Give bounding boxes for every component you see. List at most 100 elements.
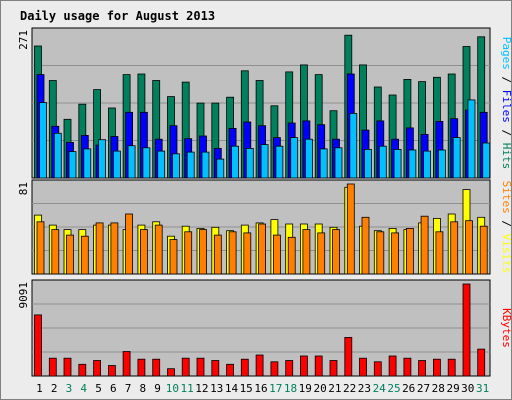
x-day-label: 29: [446, 382, 459, 395]
visits-bar-sites-day-28: [435, 231, 444, 275]
kbytes-bar-kbytes-day-1: [34, 314, 42, 377]
visits-bar-sites-day-7: [125, 213, 133, 275]
hits-bar-pages-day-26: [408, 149, 417, 179]
hits-bar-pages-day-18: [290, 137, 299, 179]
x-day-label: 5: [95, 382, 102, 395]
hits-bar-pages-day-21: [334, 147, 343, 179]
visits-bar-sites-day-18: [287, 236, 296, 275]
visits-bar-sites-day-23: [361, 216, 370, 275]
visits-bar-sites-day-27: [420, 215, 429, 275]
x-day-label: 21: [328, 382, 341, 395]
visits-bar-sites-day-20: [317, 232, 326, 275]
hits-bar-pages-day-19: [304, 138, 313, 179]
kbytes-bar-kbytes-day-28: [432, 358, 441, 377]
kbytes-bar-kbytes-day-17: [270, 361, 279, 377]
hits-bar-pages-day-31: [482, 142, 491, 179]
x-day-label: 7: [125, 382, 132, 395]
kbytes-bar-kbytes-day-27: [418, 360, 427, 377]
kbytes-bar-kbytes-day-6: [108, 365, 116, 377]
visits-bar-sites-day-11: [184, 231, 193, 275]
hits-bar-pages-day-28: [437, 149, 446, 179]
x-day-label: 12: [195, 382, 208, 395]
kbytes-bar-kbytes-day-13: [211, 360, 220, 377]
hits-bar-pages-day-27: [423, 150, 432, 179]
hits-bar-pages-day-6: [113, 150, 121, 179]
visits-legend-item: Sites: [500, 181, 512, 214]
visits-bar-sites-day-16: [258, 223, 267, 275]
x-day-label: 16: [254, 382, 267, 395]
x-day-label: 11: [180, 382, 193, 395]
visits-legend-item: /: [500, 214, 512, 227]
hits-bar-pages-day-29: [452, 137, 461, 179]
kbytes-bar-kbytes-day-12: [196, 357, 205, 377]
visits-bar-sites-day-5: [95, 222, 104, 275]
kbytes-bar-kbytes-day-9: [152, 358, 161, 377]
x-day-label: 25: [387, 382, 400, 395]
visits-panel: 81 Sites / Visits: [17, 179, 512, 275]
kbytes-panel: 9091 KBytes: [17, 279, 512, 377]
kbytes-bar-kbytes-day-26: [403, 357, 412, 377]
kbytes-bar-kbytes-day-7: [122, 351, 131, 377]
hits-bar-pages-day-20: [319, 148, 328, 179]
kbytes-bar-kbytes-day-8: [137, 358, 146, 377]
kbytes-bar-kbytes-day-16: [255, 354, 264, 377]
kbytes-bar-kbytes-day-2: [48, 357, 57, 377]
kbytes-bar-kbytes-day-10: [167, 368, 175, 377]
visits-bar-sites-day-8: [139, 229, 148, 275]
visits-bar-sites-day-10: [169, 239, 178, 275]
visits-bar-sites-day-12: [199, 229, 207, 275]
x-day-label: 13: [210, 382, 223, 395]
kbytes-bar-kbytes-day-22: [344, 336, 353, 377]
x-day-label: 10: [166, 382, 179, 395]
x-day-label: 17: [269, 382, 282, 395]
hits-bar-pages-day-22: [349, 113, 358, 179]
kbytes-bar-kbytes-day-15: [240, 358, 249, 377]
x-day-label: 26: [402, 382, 415, 395]
visits-legend-item: Visits: [500, 227, 512, 273]
x-day-label: 30: [461, 382, 474, 395]
visits-bar-sites-day-26: [405, 227, 414, 275]
hits-y-max-label: 271: [17, 30, 30, 50]
visits-bar-sites-day-1: [36, 221, 45, 275]
hits-bar-pages-day-3: [68, 151, 77, 179]
kbytes-bar-kbytes-day-20: [314, 355, 323, 377]
hits-legend: Pages / Files / Hits: [500, 37, 512, 170]
hits-bar-pages-day-8: [142, 147, 151, 179]
kbytes-legend: KBytes: [500, 308, 512, 348]
visits-bar-sites-day-3: [66, 234, 74, 275]
x-day-label: 22: [343, 382, 356, 395]
x-day-label: 1: [36, 382, 43, 395]
hits-legend-item: Files: [500, 83, 512, 123]
visits-bar-sites-day-13: [213, 234, 222, 275]
hits-bar-pages-day-12: [201, 151, 210, 179]
visits-y-max-label: 81: [17, 182, 30, 195]
visits-bar-sites-day-22: [346, 183, 355, 275]
kbytes-bar-kbytes-day-18: [285, 360, 294, 377]
x-day-label: 8: [139, 382, 146, 395]
x-day-label: 24: [373, 382, 387, 395]
x-day-label: 28: [432, 382, 445, 395]
kbytes-bar-kbytes-day-3: [63, 357, 72, 377]
kbytes-bar-kbytes-day-24: [373, 361, 382, 377]
kbytes-bar-kbytes-day-19: [299, 355, 308, 377]
kbytes-bar-kbytes-day-4: [78, 363, 87, 377]
hits-bar-pages-day-2: [53, 132, 62, 179]
hits-bar-pages-day-13: [216, 158, 225, 179]
x-day-label: 20: [313, 382, 326, 395]
kbytes-bar-kbytes-day-14: [226, 363, 235, 377]
kbytes-y-max-label: 9091: [17, 282, 30, 309]
visits-bar-sites-day-21: [332, 229, 340, 275]
visits-bar-sites-day-24: [376, 231, 385, 275]
hits-bar-pages-day-15: [245, 147, 254, 179]
visits-bar-sites-day-31: [479, 225, 488, 275]
hits-bar-pages-day-5: [98, 139, 106, 179]
hits-bar-pages-day-7: [127, 145, 136, 179]
kbytes-bar-kbytes-day-31: [477, 348, 486, 377]
hits-bar-pages-day-16: [260, 144, 269, 179]
chart-title: Daily usage for August 2013: [20, 9, 215, 23]
x-day-label: 23: [358, 382, 371, 395]
hits-bar-pages-day-10: [172, 153, 180, 179]
hits-legend-item: /: [500, 70, 512, 83]
visits-bar-sites-day-6: [110, 222, 119, 275]
x-day-label: 9: [154, 382, 161, 395]
